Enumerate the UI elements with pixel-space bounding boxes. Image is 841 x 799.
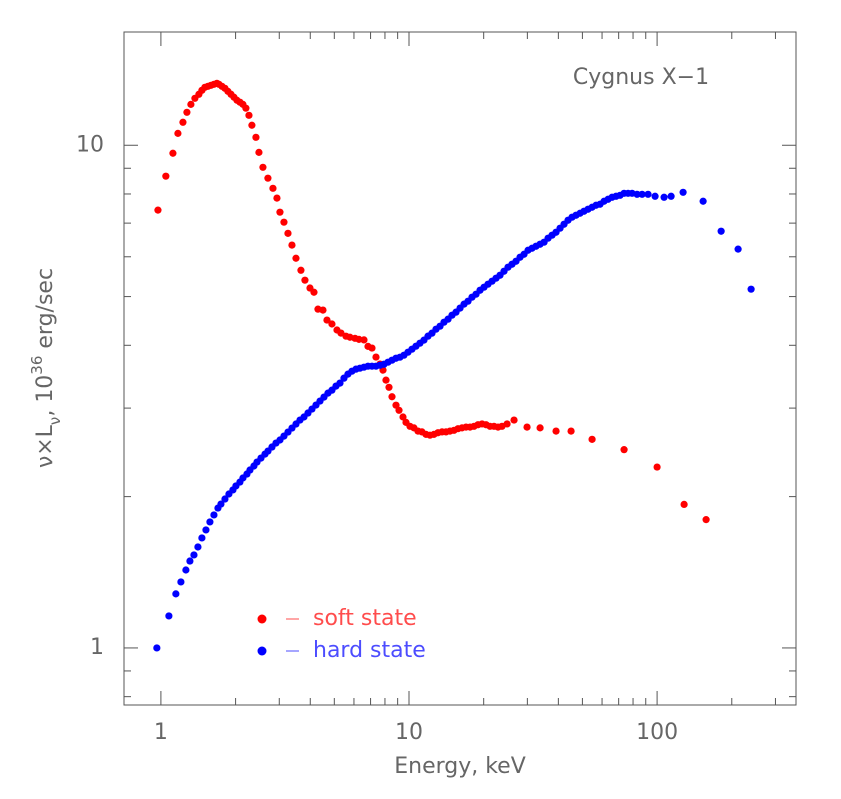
- data-point: [210, 511, 218, 519]
- annotation: Cygnus X−1: [573, 65, 709, 90]
- data-point: [638, 190, 646, 198]
- data-point: [221, 495, 229, 503]
- data-point: [182, 566, 190, 574]
- legend-label: hard state: [313, 638, 426, 663]
- data-point: [153, 644, 161, 652]
- data-point: [172, 590, 180, 598]
- data-point: [194, 543, 202, 551]
- data-point: [174, 129, 182, 137]
- data-point: [360, 336, 368, 344]
- data-point: [536, 424, 544, 432]
- data-point: [653, 463, 661, 471]
- data-point: [382, 376, 390, 384]
- data-point: [660, 193, 668, 201]
- data-point: [186, 557, 194, 565]
- x-tick-label: 100: [636, 720, 678, 745]
- data-point: [567, 427, 575, 435]
- data-point: [633, 190, 641, 198]
- data-point: [269, 184, 277, 192]
- data-point: [644, 190, 652, 198]
- data-point: [217, 500, 225, 508]
- legend-marker: [257, 614, 267, 624]
- y-axis-label-part: ν×L: [33, 424, 58, 468]
- data-point: [385, 383, 393, 391]
- data-point: [280, 218, 288, 226]
- data-point: [717, 227, 725, 235]
- data-point: [154, 206, 162, 214]
- data-point: [179, 118, 187, 126]
- x-tick-label: 10: [395, 720, 423, 745]
- data-point: [588, 435, 596, 443]
- x-axis-label: Energy, keV: [394, 754, 526, 779]
- data-point: [177, 578, 185, 586]
- data-point: [202, 526, 210, 534]
- data-point: [620, 446, 628, 454]
- data-point: [510, 416, 518, 424]
- data-point: [503, 420, 511, 428]
- data-point: [734, 245, 742, 253]
- legend-label: soft state: [313, 606, 417, 631]
- data-point: [276, 208, 284, 216]
- data-point: [162, 172, 170, 180]
- data-point: [187, 100, 195, 108]
- data-point: [680, 500, 688, 508]
- data-point: [328, 320, 336, 328]
- data-point: [651, 192, 659, 200]
- data-point: [248, 121, 256, 129]
- data-point: [190, 551, 198, 559]
- data-point: [310, 288, 318, 296]
- data-point: [273, 194, 281, 202]
- data-point: [399, 413, 407, 421]
- data-point: [242, 104, 250, 112]
- y-axis-label-part: , 10: [33, 375, 58, 417]
- data-point: [169, 149, 177, 157]
- y-axis-label-part: 36: [28, 356, 46, 375]
- data-point: [297, 266, 305, 274]
- data-point: [699, 197, 707, 205]
- data-point: [288, 241, 296, 249]
- data-point: [206, 518, 214, 526]
- data-point: [292, 254, 300, 262]
- data-point: [245, 111, 253, 119]
- data-point: [252, 133, 260, 141]
- plot-frame: [123, 31, 797, 706]
- data-point: [319, 306, 327, 314]
- x-tick-label: 1: [154, 720, 168, 745]
- data-point: [368, 344, 376, 352]
- data-point: [255, 148, 263, 156]
- data-point: [552, 427, 560, 435]
- data-point: [264, 174, 272, 182]
- data-point: [395, 406, 403, 414]
- y-tick-label: 1: [90, 635, 104, 660]
- data-point: [301, 276, 309, 284]
- data-point: [259, 163, 267, 171]
- y-axis-label-part: ν: [46, 417, 64, 425]
- y-axis-label-part: erg/sec: [33, 268, 58, 356]
- data-point: [183, 108, 191, 116]
- data-point: [372, 353, 380, 361]
- data-point: [679, 188, 687, 196]
- data-point: [323, 316, 331, 324]
- data-point: [667, 192, 675, 200]
- data-point: [747, 285, 755, 293]
- data-point: [198, 534, 206, 542]
- data-point: [284, 229, 292, 237]
- data-point: [702, 516, 710, 524]
- data-point: [165, 612, 173, 620]
- y-axis-label: ν×Lν, 1036 erg/sec: [28, 268, 64, 468]
- data-point: [523, 423, 531, 431]
- data-point: [388, 393, 396, 401]
- data-point: [336, 379, 344, 387]
- y-tick-label: 10: [76, 132, 104, 157]
- legend-marker: [257, 646, 267, 656]
